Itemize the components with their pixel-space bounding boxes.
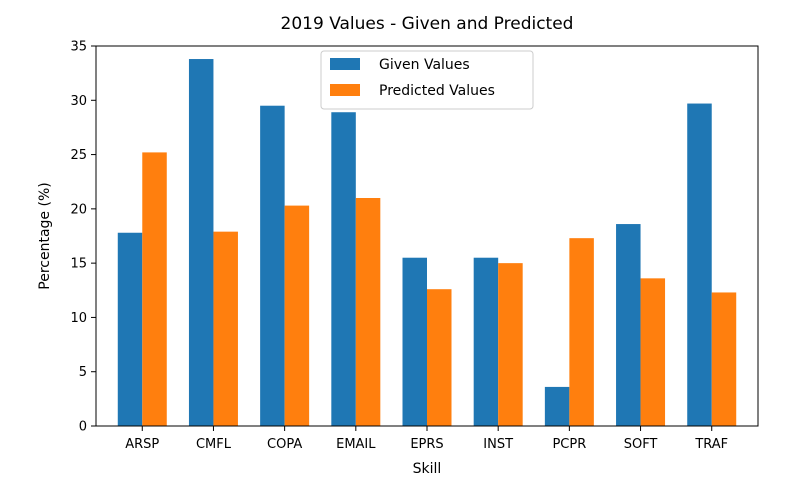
y-tick-label: 20 (70, 202, 87, 217)
bar-predicted-eprs (427, 289, 452, 426)
bar-predicted-pcpr (569, 238, 594, 426)
bar-predicted-cmfl (213, 231, 238, 426)
y-tick-label: 0 (79, 420, 87, 435)
y-tick-label: 5 (79, 365, 87, 380)
bars-group (117, 59, 737, 427)
y-tick-label: 35 (70, 40, 87, 55)
x-tick-label-inst: INST (483, 437, 513, 452)
bar-predicted-inst (498, 263, 523, 426)
y-axis-label: Percentage (%) (37, 182, 53, 289)
bar-predicted-soft (640, 278, 666, 426)
x-tick-label-arsp: ARSP (125, 437, 159, 452)
legend-label-given: Given Values (379, 57, 470, 73)
chart-title: 2019 Values - Given and Predicted (281, 14, 574, 34)
x-tick-label-email: EMAIL (336, 437, 376, 452)
x-tick-label-traf: TRAF (694, 437, 728, 452)
bar-predicted-copa (284, 205, 310, 426)
y-tick-label: 30 (70, 94, 87, 109)
legend-box (320, 50, 534, 110)
legend-swatch-given (330, 58, 360, 70)
x-tick-label-eprs: EPRS (410, 437, 443, 452)
bar-given-email (331, 112, 356, 426)
legend-label-predicted: Predicted Values (379, 83, 495, 99)
x-tick-label-copa: COPA (267, 437, 302, 452)
bar-given-copa (260, 105, 285, 426)
x-tick-label-cmfl: CMFL (196, 437, 232, 452)
bar-given-arsp (117, 232, 143, 426)
bar-given-soft (616, 224, 641, 426)
x-axis-label: Skill (413, 461, 442, 477)
bar-predicted-email (355, 198, 381, 426)
bar-given-eprs (402, 257, 427, 426)
legend: Given Values Predicted Values (320, 50, 534, 110)
bar-given-inst (473, 257, 499, 426)
bar-given-traf (687, 103, 712, 427)
x-tick-label-pcpr: PCPR (552, 437, 586, 452)
x-tick-label-soft: SOFT (624, 437, 658, 452)
y-tick-label: 25 (70, 148, 87, 163)
bar-predicted-arsp (142, 152, 167, 426)
y-axis: 0 5 10 15 20 25 30 35 (70, 40, 96, 435)
bar-given-pcpr (544, 386, 570, 426)
y-tick-label: 15 (70, 257, 87, 272)
bar-predicted-traf (711, 292, 737, 426)
legend-swatch-predicted (330, 84, 360, 96)
bar-given-cmfl (188, 59, 214, 427)
y-tick-label: 10 (70, 311, 87, 326)
x-axis: ARSP CMFL COPA EMAIL EPRS INST PCPR SOFT TRAF (125, 426, 728, 452)
